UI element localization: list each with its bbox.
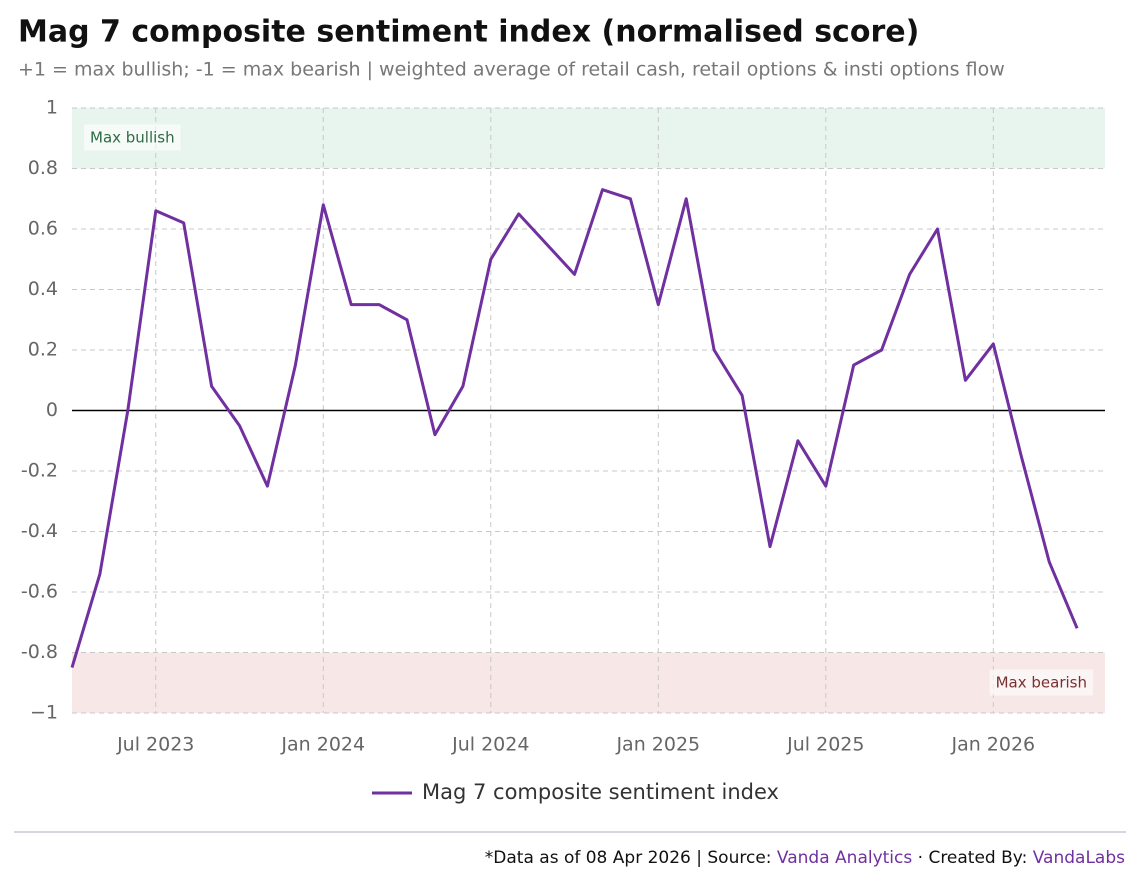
footer-source: Vanda Analytics bbox=[776, 848, 913, 868]
x-tick-label: Jan 2024 bbox=[280, 734, 365, 756]
x-tick-label: Jan 2025 bbox=[615, 734, 700, 756]
band-label-bg bbox=[989, 669, 1093, 696]
band bbox=[72, 108, 1105, 169]
footer-creator: VandaLabs bbox=[1032, 848, 1125, 868]
y-tick-label: −1 bbox=[30, 702, 58, 724]
footer-text: · Created By: bbox=[917, 848, 1028, 868]
x-tick-label: Jul 2023 bbox=[116, 734, 194, 756]
chart-subtitle: +1 = max bullish; -1 = max bearish | wei… bbox=[18, 59, 1005, 81]
footer-text: *Data as of 08 Apr 2026 | Source: bbox=[484, 848, 772, 868]
y-tick-label: -0.4 bbox=[21, 520, 58, 542]
y-tick-label: 1 bbox=[46, 97, 58, 119]
legend-label: Mag 7 composite sentiment index bbox=[422, 780, 779, 804]
y-tick-label: 0.2 bbox=[28, 339, 58, 361]
chart: Mag 7 composite sentiment index (normali… bbox=[14, 15, 1126, 833]
band-label: Max bearish bbox=[996, 674, 1087, 692]
y-tick-label: -0.8 bbox=[21, 641, 58, 663]
band-label: Max bullish bbox=[90, 129, 175, 147]
footer: *Data as of 08 Apr 2026 | Source: Vanda … bbox=[485, 848, 1125, 868]
band bbox=[72, 652, 1105, 713]
x-tick-label: Jul 2024 bbox=[451, 734, 529, 756]
data-line bbox=[70, 188, 1079, 669]
y-tick-label: 0 bbox=[46, 399, 58, 421]
x-tick-label: Jan 2026 bbox=[950, 734, 1035, 756]
chart-title: Mag 7 composite sentiment index (normali… bbox=[18, 15, 919, 50]
y-tick-label: -0.6 bbox=[21, 581, 58, 603]
y-tick-label: 0.6 bbox=[28, 218, 58, 240]
y-tick-label: 0.4 bbox=[28, 278, 58, 300]
band-label-bg bbox=[84, 124, 181, 151]
y-tick-label: -0.2 bbox=[21, 460, 58, 482]
y-tick-label: 0.8 bbox=[28, 157, 58, 179]
x-tick-label: Jul 2025 bbox=[786, 734, 864, 756]
